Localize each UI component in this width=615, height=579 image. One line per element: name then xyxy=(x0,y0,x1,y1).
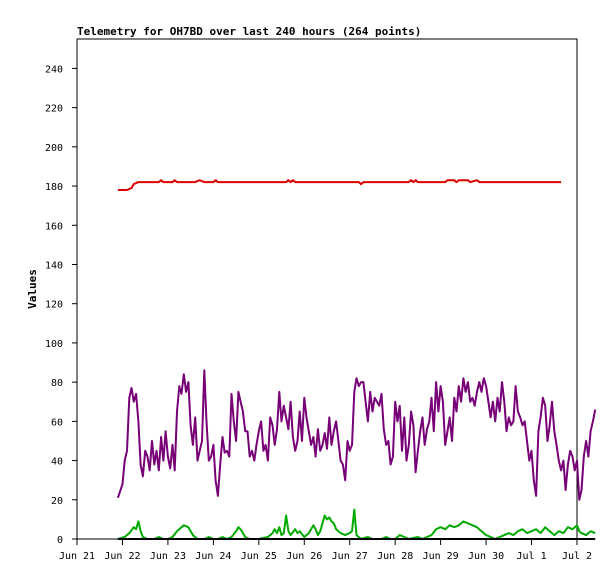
y-tick-label: 20 xyxy=(51,496,63,507)
y-tick-label: 60 xyxy=(51,417,63,428)
series-lines xyxy=(116,179,597,540)
x-tick-label: Jun 27 xyxy=(332,551,368,562)
y-tick-label: 40 xyxy=(51,457,63,468)
x-tick-label: Jun 23 xyxy=(150,551,186,562)
y-tick-label: 160 xyxy=(45,221,63,232)
y-axis-ticks: 0 20 40 60 80 100 120 140 160 180 200 220 240 xyxy=(45,64,77,546)
x-tick-label: Jun 26 xyxy=(286,551,322,562)
plot-frame xyxy=(76,38,578,540)
x-tick-label: Jun 25 xyxy=(241,551,277,562)
x-tick-label: Jun 30 xyxy=(468,551,504,562)
y-tick-label: 80 xyxy=(51,378,63,389)
y-axis-label: Values xyxy=(26,269,39,309)
x-tick-label: Jun 21 xyxy=(59,551,95,562)
y-tick-label: 140 xyxy=(45,260,63,271)
x-tick-label: Jun 28 xyxy=(377,551,413,562)
y-tick-label: 200 xyxy=(45,143,63,154)
x-tick-label: Jul 2 xyxy=(562,551,592,562)
x-tick-label: Jun 22 xyxy=(104,551,140,562)
y-tick-label: 180 xyxy=(45,182,63,193)
y-tick-label: 220 xyxy=(45,104,63,115)
x-tick-label: Jul 1 xyxy=(516,551,546,562)
y-tick-label: 240 xyxy=(45,64,63,75)
chart-title: Telemetry for OH7BD over last 240 hours … xyxy=(77,25,421,38)
y-tick-label: 120 xyxy=(45,300,63,311)
x-axis-ticks: Jun 21 Jun 22 Jun 23 Jun 24 Jun 25 Jun 26 Jun … xyxy=(59,539,592,562)
series-line-1 xyxy=(117,179,562,191)
series-line-2 xyxy=(116,369,597,501)
x-tick-label: Jun 24 xyxy=(195,551,231,562)
x-tick-label: Jun 29 xyxy=(423,551,459,562)
y-tick-label: 0 xyxy=(57,535,63,546)
y-tick-label: 100 xyxy=(45,339,63,350)
